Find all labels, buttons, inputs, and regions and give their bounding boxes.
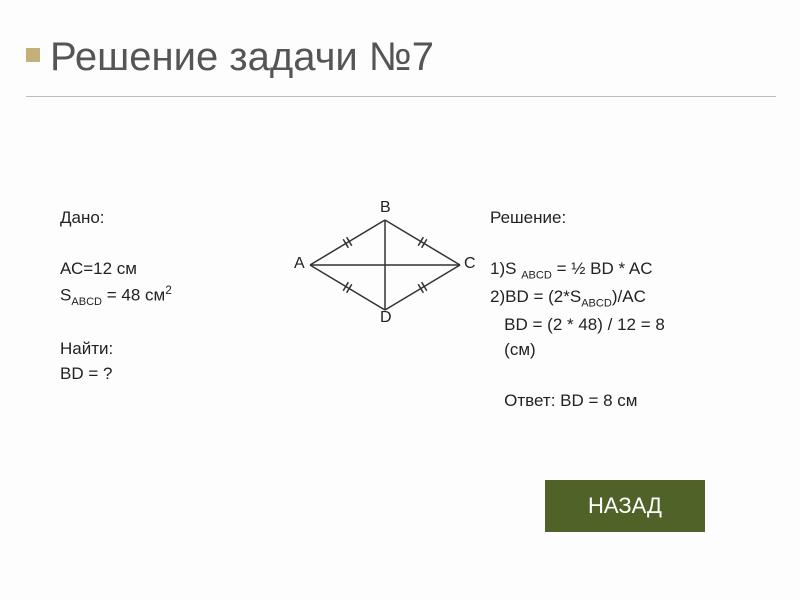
s2-prefix: 2)BD = (2*S xyxy=(490,287,581,306)
given-header: Дано: xyxy=(60,205,172,231)
back-button[interactable]: НАЗАД xyxy=(545,480,705,532)
s2-rest: )/AC xyxy=(612,287,646,306)
given-block: Дано: АС=12 см SABCD = 48 см2 Найти: BD … xyxy=(60,205,172,387)
given-line2: SABCD = 48 см2 xyxy=(60,282,172,311)
find-line: BD = ? xyxy=(60,361,172,387)
given-l2-prefix: S xyxy=(60,285,71,304)
title-marker xyxy=(26,48,40,62)
solution-header: Решение: xyxy=(490,205,665,231)
solution-step1: 1)S ABCD = ½ BD * AC xyxy=(490,256,665,284)
title-underline xyxy=(26,96,776,97)
vertex-B: B xyxy=(380,199,391,217)
given-line1: АС=12 см xyxy=(60,256,172,282)
solution-answer: Ответ: BD = 8 см xyxy=(490,388,665,414)
vertex-D: D xyxy=(380,309,392,327)
solution-block: Решение: 1)S ABCD = ½ BD * AC 2)BD = (2*… xyxy=(490,205,665,414)
find-header: Найти: xyxy=(60,336,172,362)
given-l2-sub: ABCD xyxy=(71,296,102,308)
slide-title: Решение задачи №7 xyxy=(50,35,434,80)
diagram-svg xyxy=(300,205,470,325)
given-l2-sup: 2 xyxy=(165,283,172,297)
rhombus-diagram: A B C D xyxy=(300,205,470,325)
given-l2-mid: = 48 см xyxy=(102,285,165,304)
s1-prefix: 1)S xyxy=(490,259,521,278)
vertex-A: A xyxy=(294,255,305,273)
solution-step2: 2)BD = (2*SABCD)/AC xyxy=(490,284,665,312)
solution-step4: (см) xyxy=(490,337,665,363)
vertex-C: C xyxy=(464,255,476,273)
s1-sub: ABCD xyxy=(521,269,552,281)
s2-sub: ABCD xyxy=(581,297,612,309)
s1-rest: = ½ BD * AC xyxy=(552,259,653,278)
solution-step3: BD = (2 * 48) / 12 = 8 xyxy=(490,312,665,338)
